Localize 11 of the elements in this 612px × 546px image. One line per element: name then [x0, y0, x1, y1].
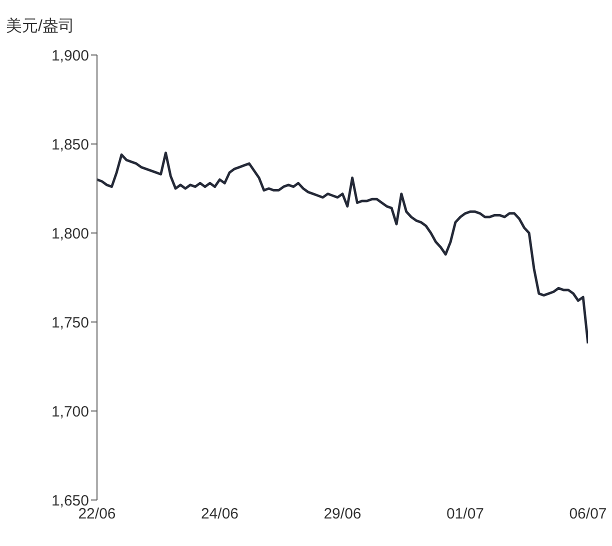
x-tick-label: 24/06 [200, 506, 239, 523]
x-tick-label: 06/07 [569, 506, 607, 523]
x-tick-label: 29/06 [324, 506, 362, 523]
y-tick-label: 1,850 [51, 136, 89, 154]
x-tick-label: 01/07 [446, 506, 484, 523]
y-tick-label: 1,700 [51, 403, 89, 420]
y-tick-label: 1,800 [51, 225, 89, 242]
y-tick-label: 1,900 [51, 47, 89, 64]
y-tick-label: 1,750 [51, 314, 89, 332]
line-series [97, 152, 588, 345]
y-axis-title: 美元/盎司 [6, 16, 74, 37]
